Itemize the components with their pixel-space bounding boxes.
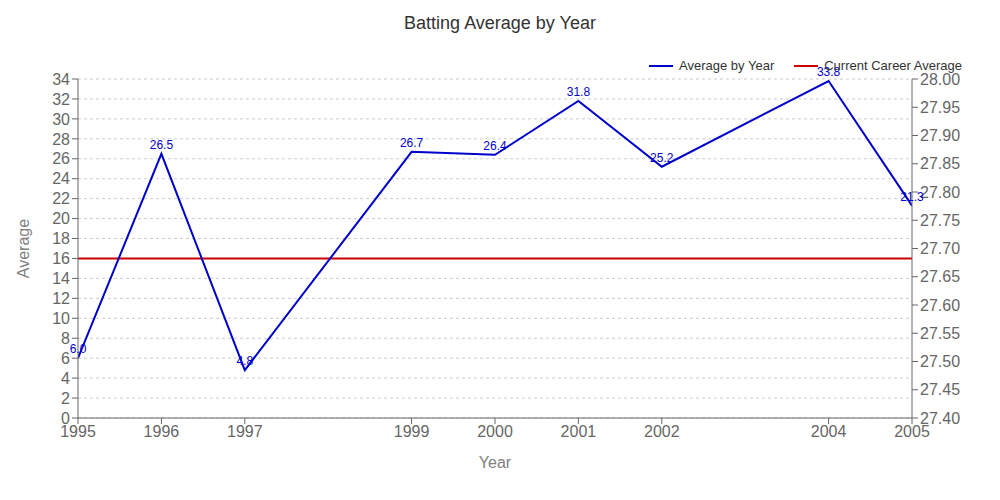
- svg-text:2: 2: [61, 390, 70, 407]
- svg-text:33.8: 33.8: [817, 65, 841, 79]
- svg-text:1996: 1996: [144, 423, 180, 440]
- svg-text:27.85: 27.85: [920, 155, 960, 172]
- svg-text:16: 16: [52, 250, 70, 267]
- svg-text:24: 24: [52, 170, 70, 187]
- svg-text:6.0: 6.0: [70, 342, 87, 356]
- svg-text:0: 0: [61, 410, 70, 427]
- svg-text:26: 26: [52, 150, 70, 167]
- svg-text:1999: 1999: [394, 423, 430, 440]
- svg-text:26.5: 26.5: [150, 138, 174, 152]
- svg-text:27.80: 27.80: [920, 184, 960, 201]
- svg-text:27.60: 27.60: [920, 297, 960, 314]
- svg-text:34: 34: [52, 71, 70, 88]
- svg-text:4: 4: [61, 370, 70, 387]
- svg-text:30: 30: [52, 111, 70, 128]
- svg-text:2002: 2002: [644, 423, 680, 440]
- svg-text:21.3: 21.3: [900, 190, 924, 204]
- svg-text:28: 28: [52, 131, 70, 148]
- svg-text:31.8: 31.8: [567, 85, 591, 99]
- svg-text:27.70: 27.70: [920, 240, 960, 257]
- svg-text:27.45: 27.45: [920, 381, 960, 398]
- svg-text:25.2: 25.2: [650, 151, 674, 165]
- svg-text:2004: 2004: [811, 423, 847, 440]
- svg-text:18: 18: [52, 230, 70, 247]
- svg-text:20: 20: [52, 210, 70, 227]
- svg-text:26.4: 26.4: [483, 139, 507, 153]
- svg-text:27.95: 27.95: [920, 99, 960, 116]
- svg-text:10: 10: [52, 310, 70, 327]
- svg-text:28.00: 28.00: [920, 71, 960, 88]
- svg-text:Year: Year: [479, 454, 512, 471]
- svg-text:14: 14: [52, 270, 70, 287]
- svg-text:2000: 2000: [477, 423, 513, 440]
- svg-text:1997: 1997: [227, 423, 263, 440]
- svg-text:27.75: 27.75: [920, 212, 960, 229]
- svg-text:Average: Average: [15, 219, 32, 278]
- svg-text:27.65: 27.65: [920, 268, 960, 285]
- svg-text:12: 12: [52, 290, 70, 307]
- svg-text:27.55: 27.55: [920, 325, 960, 342]
- svg-text:27.90: 27.90: [920, 127, 960, 144]
- svg-text:2001: 2001: [561, 423, 597, 440]
- svg-text:27.50: 27.50: [920, 353, 960, 370]
- svg-text:22: 22: [52, 190, 70, 207]
- svg-text:4.8: 4.8: [236, 354, 253, 368]
- svg-text:27.40: 27.40: [920, 410, 960, 427]
- svg-text:32: 32: [52, 91, 70, 108]
- svg-text:26.7: 26.7: [400, 136, 424, 150]
